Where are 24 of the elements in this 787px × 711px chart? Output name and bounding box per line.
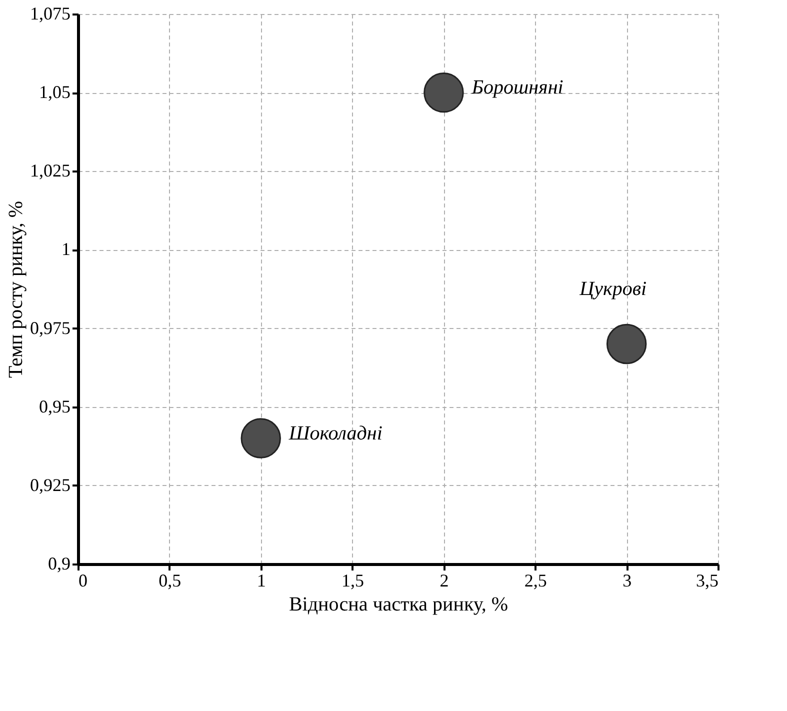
x-tick-label: 3,5 bbox=[696, 570, 718, 590]
x-tick-label: 1 bbox=[256, 570, 266, 590]
annotation: Шоколадні bbox=[288, 422, 382, 444]
annotation: Цукрові bbox=[578, 278, 647, 300]
point bbox=[240, 418, 281, 458]
x-tick-label: 3 bbox=[622, 570, 632, 590]
y-tick-label: 0,9 bbox=[48, 554, 70, 574]
y-tick-label: 1 bbox=[62, 239, 70, 260]
point bbox=[606, 324, 647, 364]
y-tick-label: 0,95 bbox=[39, 396, 70, 416]
x-tick-label: 1,5 bbox=[342, 570, 364, 590]
y-tick-label: 0,925 bbox=[30, 474, 70, 495]
x-axis-title: Відносна частка ринку, % bbox=[288, 594, 508, 616]
x-tick-label: 2,5 bbox=[524, 570, 547, 590]
y-axis-title: Темп росту ринку, % bbox=[5, 200, 27, 378]
y-tick-label: 0,975 bbox=[30, 318, 70, 338]
x-tick-label: 2 bbox=[440, 570, 449, 590]
annotation: Борошняні bbox=[470, 76, 564, 99]
x-tick-label: 0 bbox=[78, 570, 88, 590]
x-tick-label: 0,5 bbox=[158, 570, 182, 590]
y-tick-label: 1,025 bbox=[30, 160, 70, 181]
point bbox=[424, 72, 464, 113]
y-tick-label: 1,075 bbox=[30, 4, 70, 24]
y-tick-label: 1,05 bbox=[39, 82, 70, 102]
